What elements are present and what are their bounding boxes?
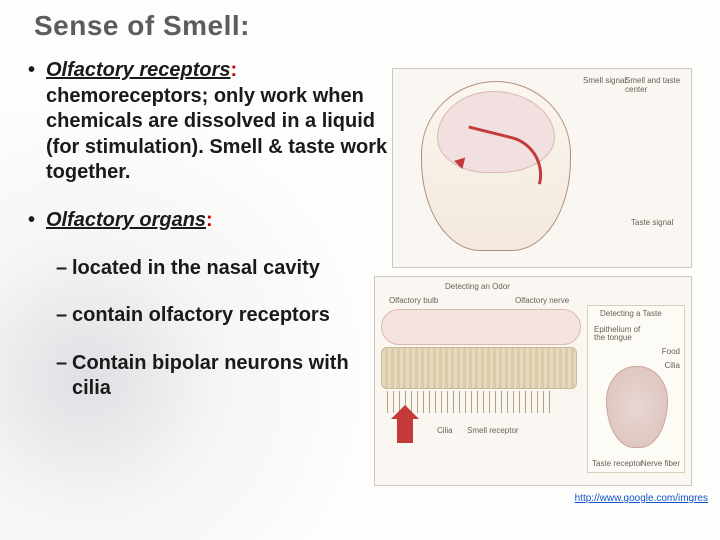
label-detecting-odor: Detecting an Odor [445,283,510,291]
slide-title: Sense of Smell: [34,10,692,42]
term-olfactory-receptors: Olfactory receptors [46,59,231,81]
bullet-marker: • [28,58,46,186]
term-olfactory-organs: Olfactory organs [46,209,206,231]
epithelium-band-icon [381,347,577,389]
bullet-body: Olfactory receptors: chemoreceptors; onl… [46,58,388,186]
olfactory-diagram: Detecting an Odor Olfactory bulb Olfacto… [374,276,692,486]
sub-marker: – [56,256,72,282]
brain-diagram: Smell signal Smell and taste center Tast… [392,68,692,268]
label-olf-bulb: Olfactory bulb [389,297,438,305]
label-olf-nerve: Olfactory nerve [515,297,569,305]
label-cilia2: Cilia [664,362,680,370]
sub-bullet-bipolar-neurons: – Contain bipolar neurons with cilia [56,351,388,402]
label-food: Food [662,348,680,356]
label-nerve-fiber: Nerve fiber [641,460,680,468]
text-column: • Olfactory receptors: chemoreceptors; o… [28,58,388,424]
label-epithelium: Epithelium of the tongue [594,326,644,343]
bullet-marker: • [28,208,46,234]
label-detecting-taste: Detecting a Taste [600,310,662,318]
olfactory-bulb-icon [381,309,581,345]
sub-bullet-contain-receptors: – contain olfactory receptors [56,303,388,329]
label-taste-signal: Taste signal [631,219,673,228]
term-colon: : [231,59,238,81]
sub-marker: – [56,303,72,329]
taste-panel: Detecting a Taste Epithelium of the tong… [587,305,685,473]
sub-text: Contain bipolar neurons with cilia [72,351,388,402]
up-arrow-icon [397,417,413,443]
sub-bullet-nasal-cavity: – located in the nasal cavity [56,256,388,282]
sub-text: located in the nasal cavity [72,256,320,282]
label-smell-signal: Smell signal [583,77,626,86]
source-link[interactable]: http://www.google.com/imgres [575,493,708,504]
sub-marker: – [56,351,72,402]
slide: Sense of Smell: • Olfactory receptors: c… [0,0,720,540]
taste-bud-icon [606,366,668,448]
bullet-olfactory-organs: • Olfactory organs: [28,208,388,234]
sub-text: contain olfactory receptors [72,303,330,329]
bullet-olfactory-receptors: • Olfactory receptors: chemoreceptors; o… [28,58,388,186]
bullet-body: Olfactory organs: [46,208,388,234]
image-column: Smell signal Smell and taste center Tast… [396,58,692,424]
label-smell-taste-center: Smell and taste center [625,77,687,95]
content-row: • Olfactory receptors: chemoreceptors; o… [28,58,692,424]
label-taste-receptor: Taste receptor [592,460,643,468]
label-smell-receptor: Smell receptor [467,427,519,435]
term-colon: : [206,209,213,231]
bullet-text: chemoreceptors; only work when chemicals… [46,85,387,184]
label-cilia: Cilia [437,427,453,435]
